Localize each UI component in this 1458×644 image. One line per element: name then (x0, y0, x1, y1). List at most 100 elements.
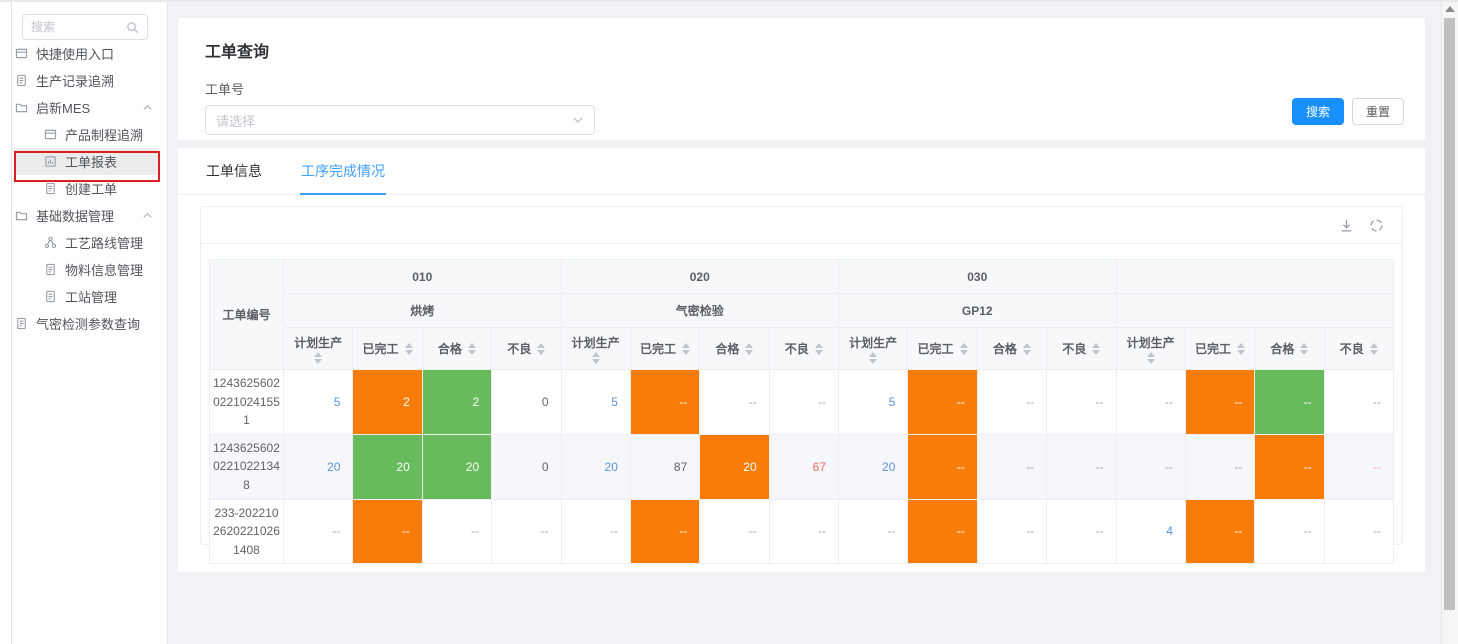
table-cell[interactable]: 5 (837, 369, 909, 435)
sort-carets-icon[interactable] (745, 342, 754, 355)
table-cell[interactable]: 20 (560, 433, 631, 500)
sub-column-label: 计划生产 (849, 335, 898, 350)
chevron-up-icon[interactable] (142, 102, 153, 113)
scrollbar-thumb[interactable] (1444, 18, 1455, 610)
vertical-scrollbar[interactable] (1441, 0, 1458, 644)
sub-column-header[interactable]: 计划生产 (282, 327, 354, 370)
work-order-select[interactable]: 请选择 (205, 105, 595, 135)
sort-carets-icon[interactable] (959, 342, 968, 355)
table-cell: -- (976, 369, 1048, 435)
scrollbar-up-arrow-icon[interactable] (1445, 6, 1455, 12)
group-name-header-0: 烘烤 (283, 293, 562, 328)
sub-column-header[interactable]: 已完工 (907, 327, 978, 370)
document-icon (44, 290, 57, 303)
sub-column-header[interactable]: 计划生产 (1115, 327, 1186, 370)
sort-carets-icon[interactable] (869, 351, 878, 364)
table-cell: -- (491, 498, 562, 565)
sub-column-header[interactable]: 不良 (768, 327, 840, 370)
table-cell[interactable]: 4 (1115, 498, 1186, 565)
table-cell: -- (907, 498, 978, 565)
sort-carets-icon[interactable] (1022, 342, 1031, 355)
sidebar-item-workstation-management[interactable]: 工站管理 (14, 283, 159, 310)
sub-column-label: 不良 (507, 342, 532, 356)
table-cell[interactable]: 20 (282, 433, 354, 500)
sub-column-header[interactable]: 不良 (1046, 327, 1117, 370)
table-cell[interactable]: 20 (837, 433, 909, 500)
sub-column-header[interactable]: 合格 (421, 327, 493, 370)
group-code-header-2: 030 (838, 259, 1117, 294)
sub-column-header[interactable]: 不良 (491, 327, 562, 370)
sort-carets-icon[interactable] (1092, 342, 1101, 355)
sub-column-header[interactable]: 计划生产 (560, 327, 631, 370)
sort-carets-icon[interactable] (1369, 342, 1378, 355)
sub-column-header[interactable]: 不良 (1323, 327, 1395, 370)
sort-carets-icon[interactable] (1300, 342, 1309, 355)
download-icon[interactable] (1339, 218, 1354, 233)
sub-column-header[interactable]: 已完工 (1184, 327, 1256, 370)
chevron-down-icon (572, 114, 584, 126)
sidebar-item-basic-data-management[interactable]: 基础数据管理 (14, 202, 159, 229)
document-icon (15, 317, 28, 330)
sidebar-item-label: 物料信息管理 (65, 263, 144, 278)
sub-column-header[interactable]: 合格 (699, 327, 770, 370)
sidebar-item-create-work-order[interactable]: 创建工单 (14, 175, 159, 202)
sort-carets-icon[interactable] (537, 342, 546, 355)
sidebar-item-process-route-management[interactable]: 工艺路线管理 (14, 229, 159, 256)
refresh-icon[interactable] (1369, 218, 1384, 233)
group-name-header-1: 气密检验 (560, 293, 839, 328)
sidebar-item-airtight-test-param-query[interactable]: 气密检测参数查询 (14, 310, 159, 337)
left-gutter (0, 0, 12, 644)
search-button[interactable]: 搜索 (1291, 98, 1344, 125)
table-cell[interactable]: 5 (560, 369, 631, 435)
sidebar-item-label: 生产记录追溯 (36, 74, 115, 89)
table-cell: -- (421, 498, 493, 565)
sub-column-header[interactable]: 合格 (976, 327, 1048, 370)
sidebar-item-material-info-management[interactable]: 物料信息管理 (14, 256, 159, 283)
table-cell: -- (837, 498, 909, 565)
order-no-cell: 124362560202210221348 (209, 433, 284, 500)
table-row: 124362560202210241551 5 2 2 0 5 -- -- -- 5 -- -- -- -… (209, 369, 1395, 435)
table-cell: -- (976, 433, 1048, 500)
table-wrap: 工单编号 010 020 030 烘烤 气密检验 GP12 计划生产 已完工 合格 不良 计划生产 已完… (209, 259, 1395, 565)
sidebar-search-box[interactable] (22, 14, 148, 40)
reset-button[interactable]: 重置 (1351, 98, 1404, 125)
table-cell: 0 (491, 433, 562, 500)
sub-column-label: 合格 (715, 342, 740, 356)
search-input[interactable] (31, 20, 126, 34)
sort-carets-icon[interactable] (591, 351, 600, 364)
sidebar-item-quick-access-entry[interactable]: 快捷使用入口 (14, 40, 159, 67)
sidebar-item-work-order-report[interactable]: 工单报表 (14, 148, 159, 175)
table-cell[interactable]: 5 (282, 369, 354, 435)
tab-process-completion[interactable]: 工序完成情况 (300, 161, 386, 195)
card-toolbar (201, 207, 1402, 244)
sub-column-header[interactable]: 已完工 (629, 327, 701, 370)
sidebar-item-production-record-trace[interactable]: 生产记录追溯 (14, 67, 159, 94)
sub-column-label: 已完工 (917, 342, 954, 356)
sort-carets-icon[interactable] (314, 351, 323, 364)
sidebar-item-label: 快捷使用入口 (36, 47, 115, 62)
sort-carets-icon[interactable] (1146, 351, 1155, 364)
sidebar-item-product-process-trace[interactable]: 产品制程追溯 (14, 121, 159, 148)
table-cell: -- (976, 498, 1048, 565)
window-icon (15, 47, 28, 60)
sort-carets-icon[interactable] (404, 342, 413, 355)
sort-carets-icon[interactable] (467, 342, 476, 355)
table-cell: 2 (421, 369, 493, 435)
select-placeholder: 请选择 (216, 113, 256, 129)
sort-carets-icon[interactable] (1237, 342, 1246, 355)
sort-carets-icon[interactable] (682, 342, 691, 355)
sub-column-header[interactable]: 计划生产 (837, 327, 909, 370)
chevron-up-icon[interactable] (142, 210, 153, 221)
table-cell: 20 (421, 433, 493, 500)
tab-work-order-info[interactable]: 工单信息 (206, 163, 262, 179)
sub-column-header[interactable]: 合格 (1254, 327, 1325, 370)
sort-carets-icon[interactable] (814, 342, 823, 355)
table-cell: -- (1323, 433, 1395, 500)
table-cell: -- (629, 498, 701, 565)
sidebar-item-qixin-mes[interactable]: 启新MES (14, 94, 159, 121)
document-icon (44, 263, 57, 276)
sidebar-item-label: 工艺路线管理 (65, 236, 144, 251)
table-cell: -- (699, 498, 770, 565)
sub-column-label: 不良 (1339, 342, 1364, 356)
sub-column-header[interactable]: 已完工 (352, 327, 423, 370)
